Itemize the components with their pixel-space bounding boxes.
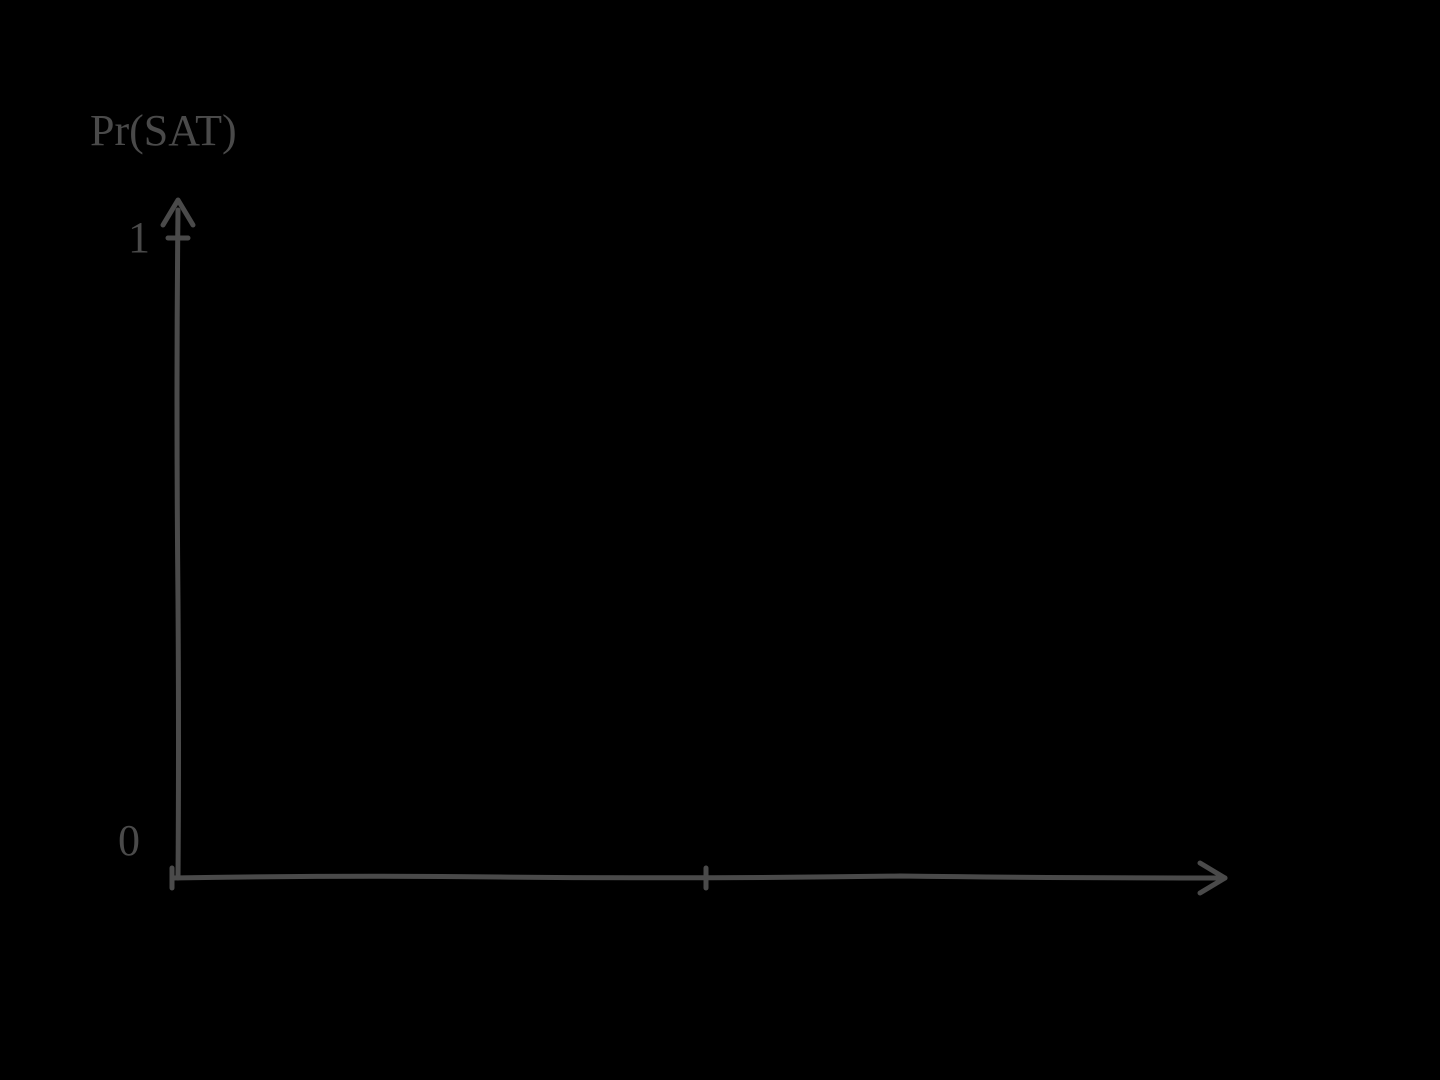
chart-container: Pr(SAT) 1 0 [0, 0, 1440, 1080]
y-axis-line [177, 210, 179, 878]
chart-axes [0, 0, 1440, 1080]
x-axis-line [172, 876, 1225, 878]
